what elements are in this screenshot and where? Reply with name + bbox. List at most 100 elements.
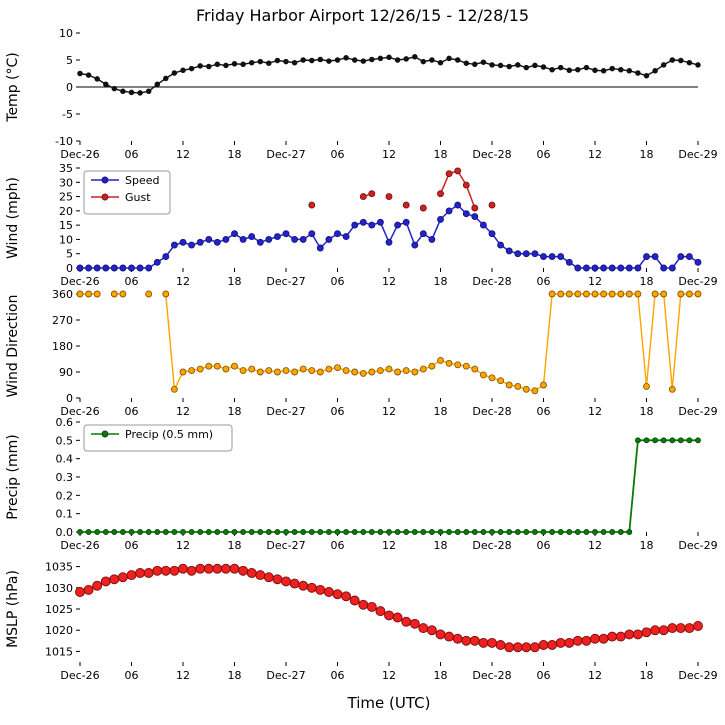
x-tick-label: 18 — [228, 148, 242, 161]
x-tick-label: 18 — [640, 148, 654, 161]
x-tick-label: 18 — [228, 669, 242, 682]
legend: Speed Gust — [83, 170, 171, 215]
y-tick-label: 1025 — [45, 603, 73, 616]
x-axis: Dec-26 06 12 18 Dec-27 06 12 18 Dec-28 06 12 18 Dec-… — [60, 268, 718, 288]
y-tick-label: 0.2 — [56, 489, 74, 502]
x-tick-label: Dec-28 — [472, 148, 511, 161]
x-tick-label: Dec-29 — [678, 539, 717, 552]
legend-label-precip-0-5-mm: Precip (0.5 mm) — [125, 428, 213, 441]
x-tick-label: 18 — [228, 539, 242, 552]
x-axis: Dec-26 06 12 18 Dec-27 06 12 18 Dec-28 06 12 18 Dec-… — [60, 398, 718, 418]
x-tick-label: 06 — [125, 275, 139, 288]
y-axis: 360 270 180 90 0 — [52, 288, 80, 405]
y-tick-label: 0 — [66, 262, 73, 275]
y-tick-label: 0.1 — [56, 508, 74, 521]
y-tick-label: 10 — [59, 233, 73, 246]
x-tick-label: 06 — [537, 669, 551, 682]
direction-markers — [76, 290, 702, 395]
y-tick-label: 0.0 — [56, 526, 74, 539]
y-axis-label: Temp (°C) — [5, 52, 21, 122]
x-tick-label: 12 — [588, 275, 602, 288]
x-tick-label: Dec-26 — [60, 148, 99, 161]
y-tick-label: 360 — [52, 288, 73, 301]
x-tick-label: 12 — [176, 275, 190, 288]
x-tick-label: 12 — [176, 539, 190, 552]
x-tick-label: Dec-27 — [266, 148, 305, 161]
x-tick-label: Dec-27 — [266, 669, 305, 682]
y-axis-label: Precip (mm) — [5, 434, 21, 519]
y-axis-label: MSLP (hPa) — [5, 570, 21, 648]
x-tick-label: 18 — [640, 539, 654, 552]
y-axis: 10 5 0 -5 -10 — [55, 27, 80, 148]
x-axis: Dec-26 06 12 18 Dec-27 06 12 18 Dec-28 06 12 18 Dec-… — [60, 662, 718, 682]
x-tick-label: 06 — [537, 539, 551, 552]
panel-mslp: 1035 1030 1025 1020 1015 Dec-26 06 12 18 Dec-27 06… — [5, 561, 718, 682]
direction-line — [80, 293, 698, 392]
x-tick-label: Dec-27 — [266, 539, 305, 552]
x-tick-label: 18 — [434, 539, 448, 552]
y-tick-label: 0.6 — [56, 416, 74, 429]
x-tick-label: 12 — [176, 669, 190, 682]
y-tick-label: 35 — [59, 162, 73, 175]
x-tick-label: 12 — [382, 405, 396, 418]
x-tick-label: 12 — [588, 669, 602, 682]
x-tick-label: 06 — [331, 275, 345, 288]
x-tick-label: Dec-29 — [678, 275, 717, 288]
x-tick-label: Dec-28 — [472, 669, 511, 682]
y-tick-label: 90 — [59, 366, 73, 379]
legend-label-gust: Gust — [125, 191, 151, 204]
y-tick-label: 10 — [59, 27, 73, 40]
x-tick-label: 06 — [125, 405, 139, 418]
y-axis-label: Wind Direction — [5, 295, 21, 398]
x-tick-label: 06 — [537, 148, 551, 161]
x-tick-label: 18 — [228, 275, 242, 288]
x-tick-label: Dec-28 — [472, 275, 511, 288]
x-tick-label: 06 — [125, 148, 139, 161]
x-tick-label: 18 — [228, 405, 242, 418]
y-tick-label: 5 — [66, 54, 73, 67]
x-tick-label: 12 — [382, 148, 396, 161]
y-tick-label: 1015 — [45, 645, 73, 658]
gust-line — [363, 171, 492, 208]
gust-markers — [308, 167, 496, 212]
x-tick-label: Dec-26 — [60, 275, 99, 288]
y-tick-label: 20 — [59, 205, 73, 218]
y-axis-label: Wind (mph) — [5, 177, 21, 259]
x-tick-label: Dec-26 — [60, 405, 99, 418]
x-tick-label: Dec-28 — [472, 405, 511, 418]
y-tick-label: 180 — [52, 340, 73, 353]
chart-title: Friday Harbor Airport 12/26/15 - 12/28/1… — [195, 6, 530, 25]
x-tick-label: 12 — [588, 405, 602, 418]
x-tick-label: 12 — [176, 148, 190, 161]
x-tick-label: Dec-29 — [678, 148, 717, 161]
y-tick-label: 5 — [66, 248, 73, 261]
x-tick-label: 12 — [382, 539, 396, 552]
y-axis: 1035 1030 1025 1020 1015 — [45, 561, 80, 658]
x-tick-label: 12 — [588, 539, 602, 552]
x-tick-label: 06 — [331, 539, 345, 552]
y-tick-label: 1020 — [45, 624, 73, 637]
precip-line — [80, 439, 698, 533]
x-tick-label: Dec-27 — [266, 405, 305, 418]
x-tick-label: 12 — [382, 669, 396, 682]
y-axis: 0.6 0.5 0.4 0.3 0.2 0.1 0.0 — [56, 416, 80, 539]
temp-markers — [77, 54, 701, 96]
x-tick-label: 06 — [125, 669, 139, 682]
y-tick-label: 0 — [66, 81, 73, 94]
y-tick-label: 0.3 — [56, 471, 74, 484]
x-tick-label: 06 — [125, 539, 139, 552]
y-tick-label: 1035 — [45, 561, 73, 574]
y-tick-label: 270 — [52, 314, 73, 327]
y-tick-label: -5 — [62, 108, 73, 121]
y-tick-label: -10 — [55, 135, 73, 148]
x-tick-label: Dec-29 — [678, 669, 717, 682]
y-tick-label: 0.4 — [56, 453, 74, 466]
x-tick-label: 18 — [640, 405, 654, 418]
y-tick-label: 25 — [59, 191, 73, 204]
